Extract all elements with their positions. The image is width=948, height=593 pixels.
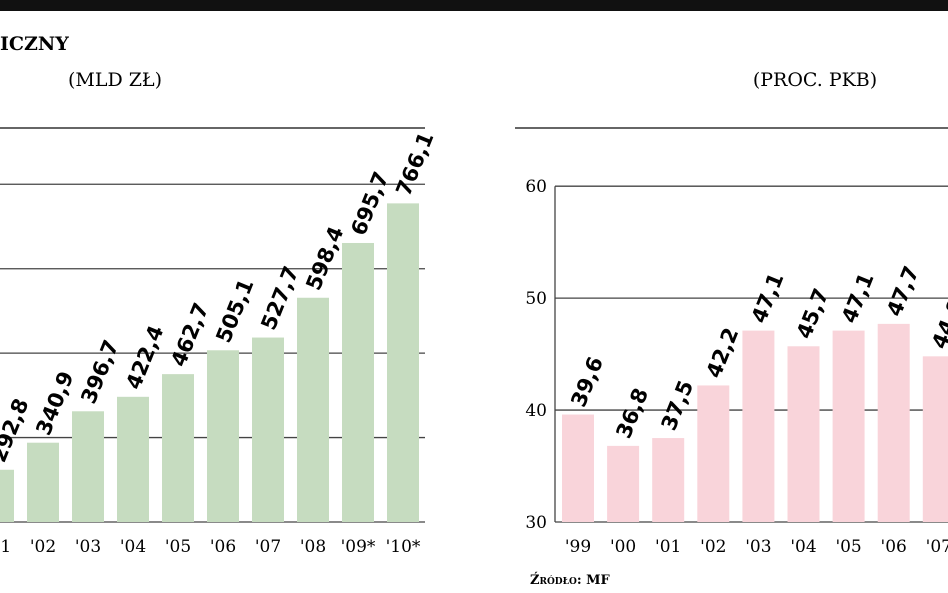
x-tick-label: '06 <box>881 537 907 557</box>
x-tick-label: '06 <box>210 537 236 557</box>
x-tick-label: '99 <box>565 537 591 557</box>
bar <box>117 396 149 522</box>
y-tick-label: 40 <box>525 401 547 421</box>
x-tick-label: '03 <box>75 537 101 557</box>
x-tick-label: '05 <box>165 537 191 557</box>
bar <box>562 414 594 522</box>
bar <box>27 442 59 522</box>
value-label: 422,4 <box>121 322 168 393</box>
chart-subtitle: (MLD ZŁ) <box>68 69 162 91</box>
value-label: 37,5 <box>657 377 699 434</box>
bar <box>742 330 775 522</box>
value-label: 45,7 <box>792 285 834 342</box>
value-label: 340,9 <box>31 368 78 439</box>
x-tick-label: '10* <box>386 537 421 557</box>
value-label: 598,4 <box>301 223 348 294</box>
source: Źródło: MF <box>530 572 611 588</box>
bar <box>252 337 284 522</box>
x-tick-label: '07 <box>926 537 948 557</box>
x-tick-label: '03 <box>745 537 771 557</box>
value-label: 39,6 <box>566 353 608 410</box>
x-tick-label: '01 <box>655 537 681 557</box>
x-tick-label: '02 <box>700 537 726 557</box>
x-tick-label: '01 <box>0 537 11 557</box>
bar <box>0 469 14 522</box>
bar <box>607 445 640 522</box>
bar <box>72 411 104 522</box>
value-label: 505,1 <box>211 276 258 347</box>
x-tick-label: '02 <box>30 537 56 557</box>
value-label: 42,2 <box>702 324 744 381</box>
value-label: 36,8 <box>611 385 653 442</box>
value-label: 695,7 <box>346 168 393 239</box>
top-bar <box>0 0 948 11</box>
x-tick-label: '07 <box>255 537 281 557</box>
bar <box>387 203 419 522</box>
bar <box>832 330 865 522</box>
value-label: 766,1 <box>391 129 438 200</box>
bar <box>162 374 194 522</box>
y-tick-label: 30 <box>525 513 547 533</box>
x-tick-label: '05 <box>835 537 861 557</box>
x-tick-label: '09* <box>341 537 376 557</box>
chart-title: ICZNY <box>0 33 69 55</box>
bar <box>652 438 685 522</box>
x-tick-label: '04 <box>120 537 146 557</box>
value-label: 462,7 <box>166 299 213 370</box>
bar <box>787 346 820 522</box>
bar <box>922 356 948 522</box>
y-tick-label: 50 <box>525 289 547 309</box>
value-label: 396,7 <box>76 337 123 408</box>
bar <box>297 297 329 522</box>
bar <box>342 242 374 523</box>
x-tick-label: '00 <box>610 537 636 557</box>
bar <box>697 385 730 522</box>
value-label: 527,7 <box>256 263 303 334</box>
value-label: 47,7 <box>882 263 924 320</box>
value-label: 44,8 <box>927 295 948 352</box>
y-tick-label: 60 <box>525 177 547 197</box>
chart-subtitle: (PROC. PKB) <box>753 69 877 91</box>
x-tick-label: '04 <box>790 537 816 557</box>
bar <box>877 323 910 522</box>
bar <box>207 350 239 522</box>
x-tick-label: '08 <box>300 537 326 557</box>
